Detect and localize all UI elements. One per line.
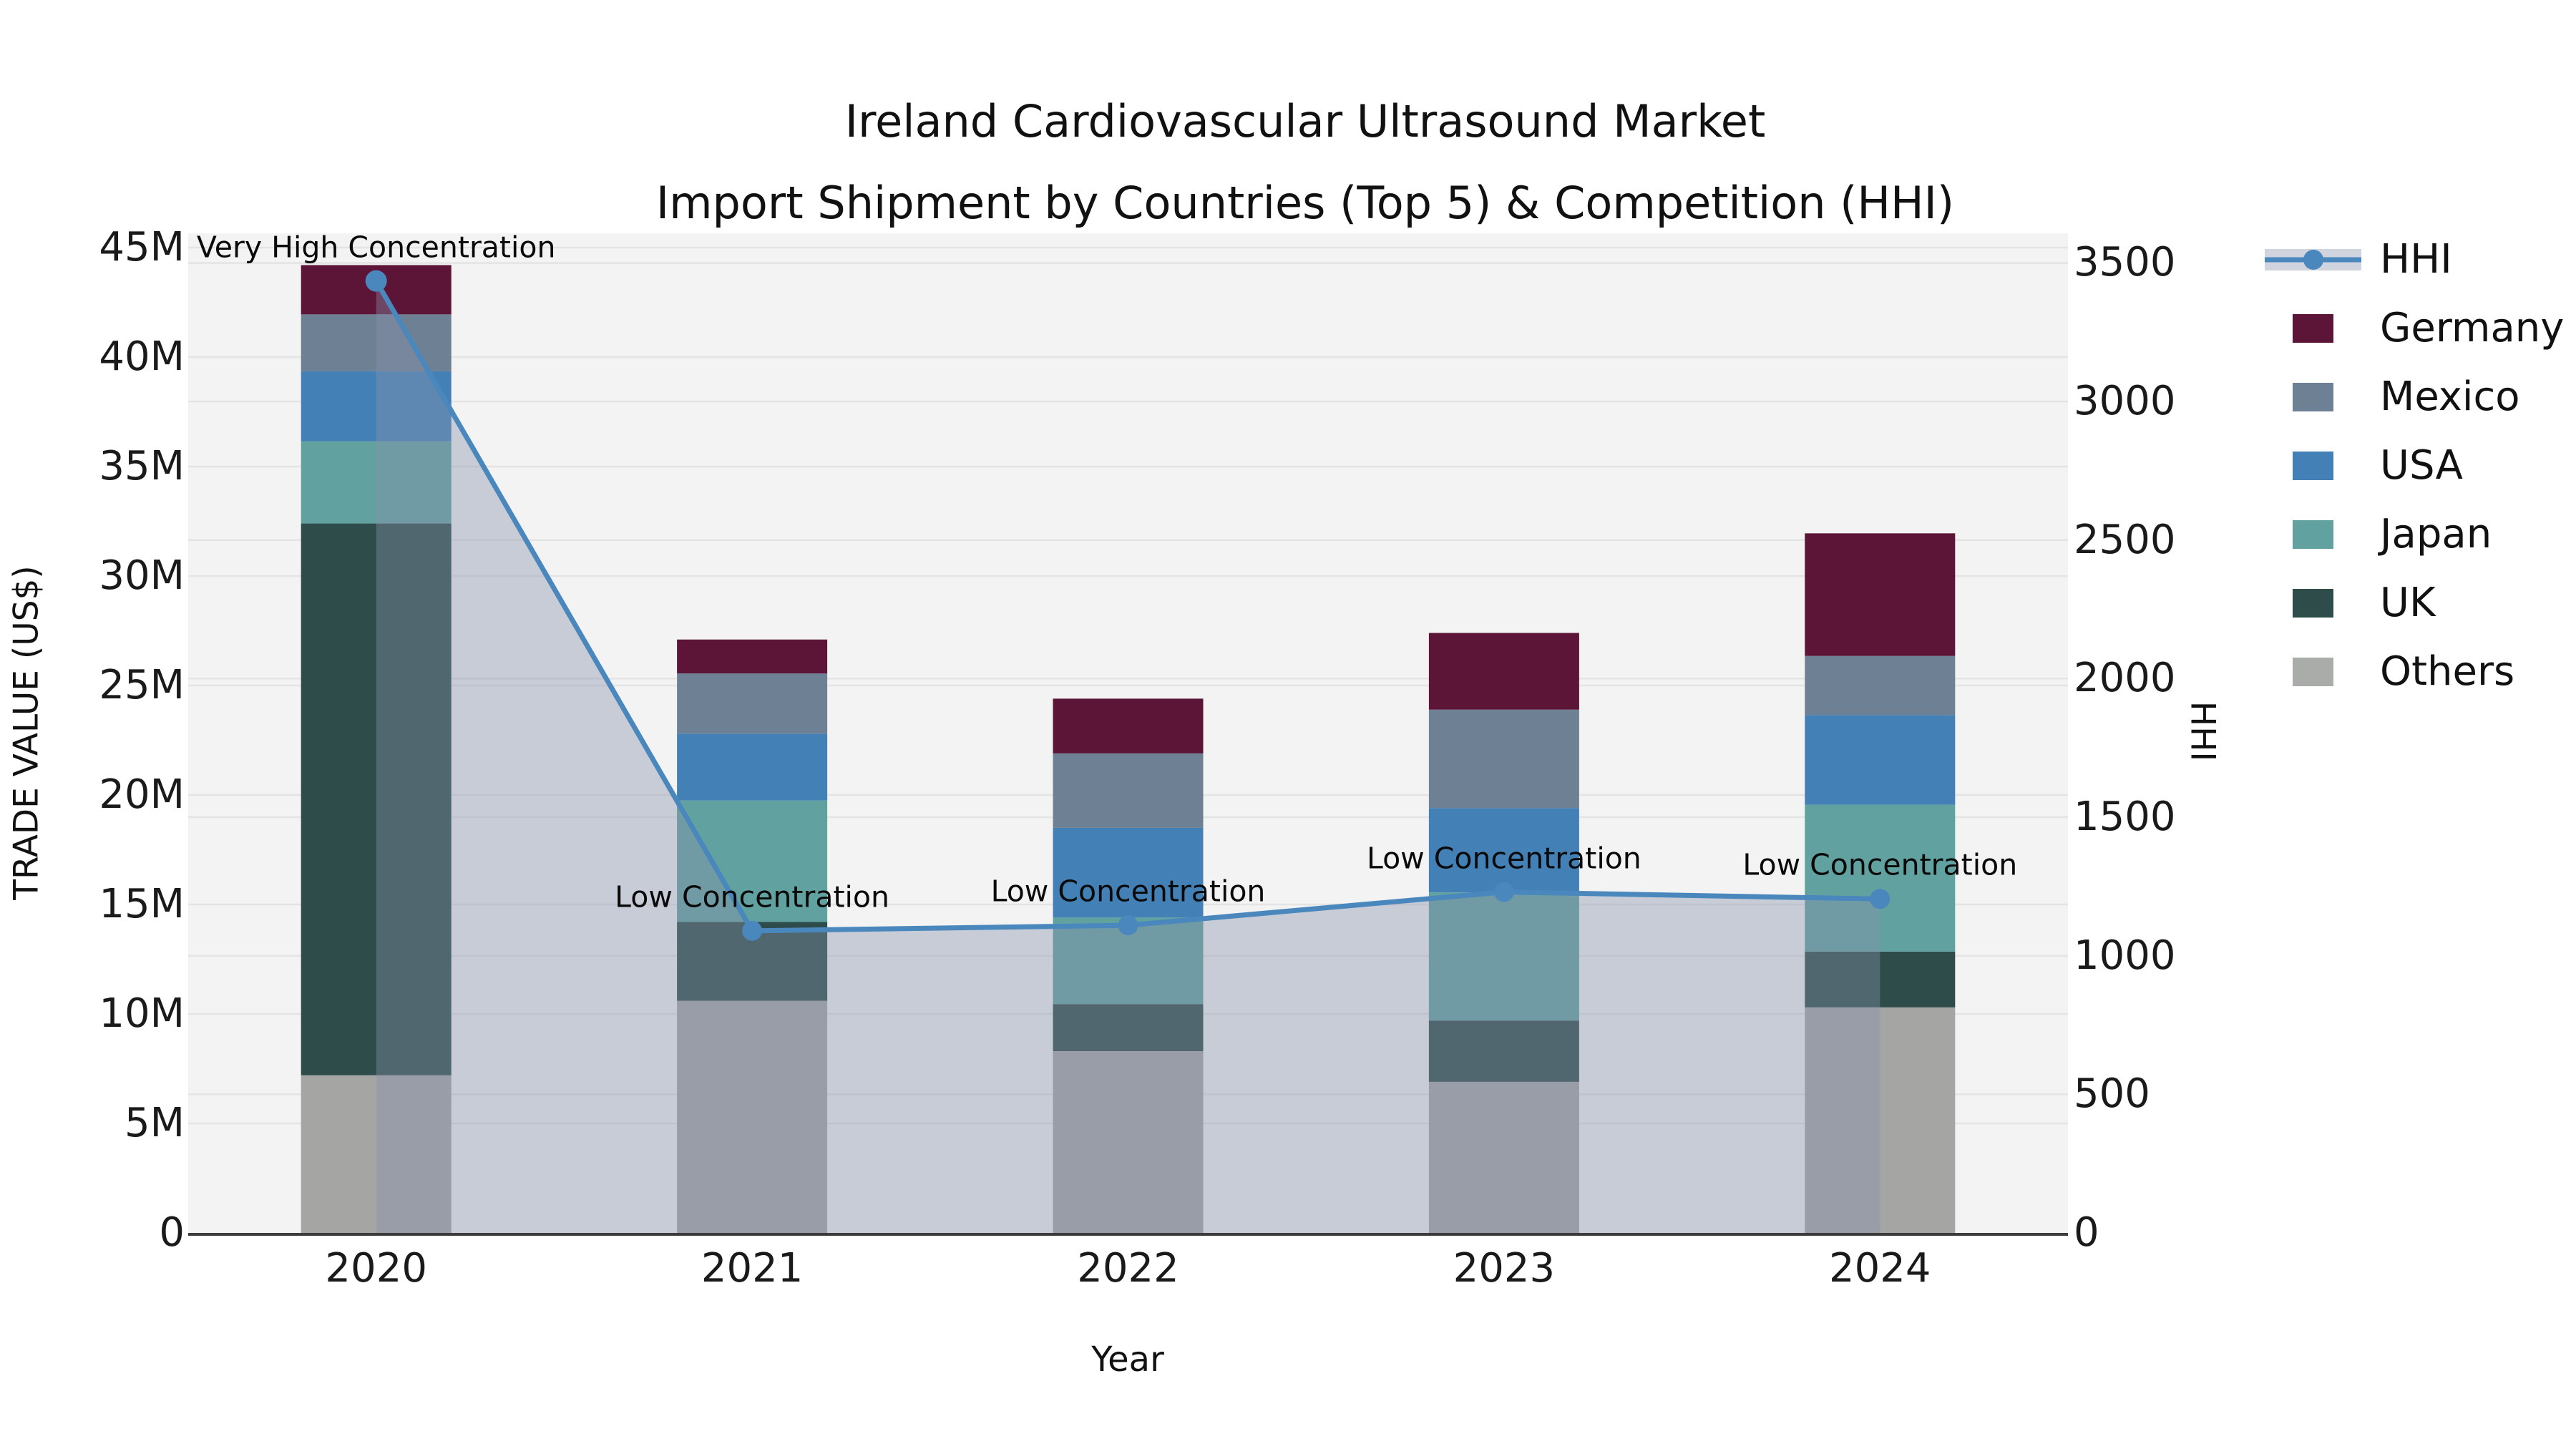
y-axis-tick-left-0: 0 — [159, 1209, 185, 1256]
bar-segment-2024-UK — [1805, 951, 1956, 1008]
legend-item-others: Others — [2265, 638, 2564, 706]
annotation-2023: Low Concentration — [1366, 841, 1641, 876]
hhi-dot-2024 — [1870, 889, 1890, 909]
chart-title-line-2: Import Shipment by Countries (Top 5) & C… — [655, 177, 1955, 229]
bar-segment-2020-UK — [301, 523, 452, 1075]
legend-label-usa: USA — [2380, 442, 2463, 489]
x-axis-tick-2022: 2022 — [1077, 1245, 1179, 1292]
bar-segment-2023-Japan — [1428, 892, 1579, 1021]
annotation-2021: Low Concentration — [615, 879, 890, 914]
legend-marker-col — [2265, 314, 2361, 343]
y-axis-tick-left-25M: 25M — [99, 662, 185, 708]
bar-segment-2024-Mexico — [1805, 655, 1956, 716]
annotation-2024: Low Concentration — [1742, 847, 2018, 882]
y-axis-tick-right-3500: 3500 — [2074, 239, 2176, 286]
y-axis-tick-right-2000: 2000 — [2074, 655, 2176, 702]
y-axis-label-left: TRADE VALUE (US$) — [6, 565, 47, 900]
legend-label-germany: Germany — [2380, 305, 2565, 351]
hhi-dot-2022 — [1118, 915, 1138, 936]
y-axis-tick-right-0: 0 — [2074, 1209, 2099, 1256]
hhi-legend-marker-icon — [2265, 249, 2361, 270]
bar-segment-2020-Japan — [301, 441, 452, 524]
x-axis-tick-2023: 2023 — [1453, 1245, 1556, 1292]
legend-marker-col — [2265, 383, 2361, 411]
y-axis-tick-left-30M: 30M — [99, 552, 185, 599]
x-axis-tick-2020: 2020 — [325, 1245, 427, 1292]
legend-item-germany: Germany — [2265, 294, 2564, 363]
bar-segment-2023-Germany — [1428, 633, 1579, 710]
bar-segment-2022-USA — [1053, 827, 1204, 918]
legend-label-others: Others — [2380, 648, 2515, 695]
bar-segment-2022-Mexico — [1053, 753, 1204, 828]
y-axis-tick-left-40M: 40M — [99, 333, 185, 380]
legend-label-hhi: HHI — [2380, 236, 2452, 283]
legend-item-japan: Japan — [2265, 500, 2564, 569]
y-axis-tick-left-45M: 45M — [99, 224, 185, 270]
y-axis-tick-left-5M: 5M — [125, 1100, 185, 1146]
legend-marker-col — [2265, 589, 2361, 618]
bar-segment-2024-Germany — [1805, 533, 1956, 656]
bar-segment-2024-Others — [1805, 1007, 1956, 1233]
bar-segment-2024-USA — [1805, 715, 1956, 805]
hhi-dot-2020 — [365, 270, 387, 292]
bar-segment-2023-Mexico — [1428, 709, 1579, 809]
legend-marker-col — [2265, 452, 2361, 480]
legend-label-mexico: Mexico — [2380, 374, 2520, 420]
legend-item-usa: USA — [2265, 431, 2564, 500]
hhi-dot-2023 — [1493, 882, 1514, 902]
legend-swatch-germany — [2293, 314, 2333, 343]
annotation-2020: Very High Concentration — [196, 230, 556, 265]
legend: HHI Germany Mexico USA Japan UK Others — [2265, 225, 2564, 706]
y-axis-tick-left-15M: 15M — [99, 881, 185, 927]
legend-marker-col — [2265, 658, 2361, 686]
y-axis-tick-right-3000: 3000 — [2074, 378, 2176, 425]
legend-label-japan: Japan — [2380, 511, 2492, 557]
legend-swatch-usa — [2293, 452, 2333, 480]
bar-segment-2020-USA — [301, 371, 452, 441]
bar-segment-2021-Mexico — [677, 673, 828, 734]
bar-segment-2023-USA — [1428, 808, 1579, 893]
bar-segment-2020-Mexico — [301, 314, 452, 371]
bar-segment-2024-Japan — [1805, 804, 1956, 952]
legend-item-mexico: Mexico — [2265, 363, 2564, 431]
hhi-area — [376, 280, 1880, 1233]
legend-swatch-japan — [2293, 520, 2333, 549]
bar-segment-2020-Others — [301, 1075, 452, 1233]
legend-marker-col — [2265, 520, 2361, 549]
legend-item-uk: UK — [2265, 569, 2564, 638]
bar-segment-2022-Germany — [1053, 698, 1204, 753]
legend-item-hhi: HHI — [2265, 225, 2564, 294]
bar-segment-2022-UK — [1053, 1004, 1204, 1052]
legend-swatch-uk — [2293, 589, 2333, 618]
legend-swatch-mexico — [2293, 383, 2333, 411]
legend-marker-col — [2265, 249, 2361, 270]
x-axis-label: Year — [1091, 1340, 1164, 1380]
plot-area: Very High Concentration Low Concentration… — [188, 233, 2068, 1236]
x-axis-tick-2021: 2021 — [701, 1245, 804, 1292]
legend-label-uk: UK — [2380, 580, 2436, 626]
bar-segment-2021-Others — [677, 1000, 828, 1233]
y-axis-tick-right-2500: 2500 — [2074, 516, 2176, 563]
y-axis-tick-left-35M: 35M — [99, 443, 185, 489]
bar-segment-2021-Japan — [677, 800, 828, 922]
hhi-dot-2021 — [742, 920, 763, 941]
y-axis-tick-left-20M: 20M — [99, 771, 185, 818]
annotation-2022: Low Concentration — [990, 874, 1266, 909]
hhi-legend-dot-icon — [2303, 250, 2323, 270]
bar-segment-2023-Others — [1428, 1081, 1579, 1233]
legend-swatch-others — [2293, 658, 2333, 686]
y-axis-tick-right-500: 500 — [2074, 1070, 2150, 1118]
y-axis-label-right: HHI — [2182, 701, 2223, 762]
y-axis-tick-right-1000: 1000 — [2074, 932, 2176, 979]
chart-canvas — [188, 233, 2068, 1236]
y-axis-tick-left-10M: 10M — [99, 990, 185, 1037]
bar-segment-2022-Others — [1053, 1051, 1204, 1233]
bar-segment-2021-Germany — [677, 639, 828, 674]
y-axis-tick-right-1500: 1500 — [2074, 794, 2176, 841]
bar-segment-2023-UK — [1428, 1020, 1579, 1082]
chart-title-line-1: Ireland Cardiovascular Ultrasound Market — [844, 95, 1766, 147]
x-axis-tick-2024: 2024 — [1829, 1245, 1931, 1292]
bar-segment-2021-USA — [677, 733, 828, 801]
